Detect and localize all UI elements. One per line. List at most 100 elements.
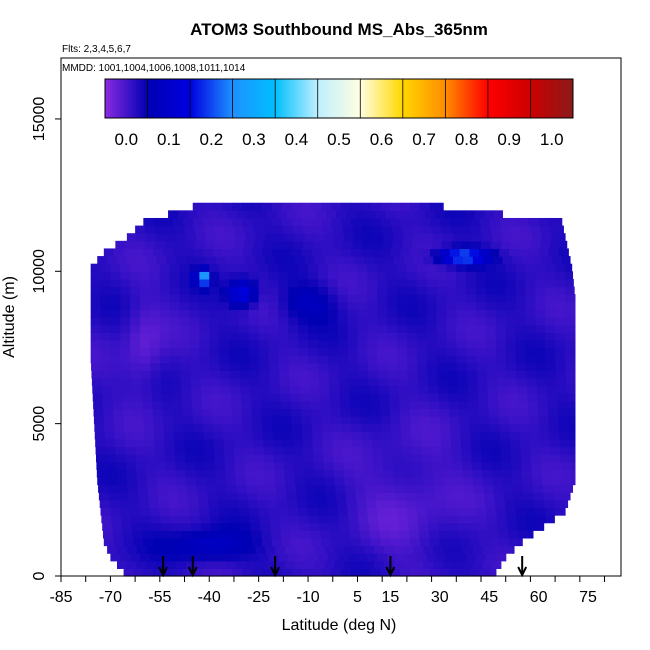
heatmap-cell [238,339,250,349]
heatmap-cell [479,416,490,425]
heatmap-cell [209,286,220,295]
heatmap-cell [317,332,329,341]
heatmap-cell [222,416,233,425]
colorbar-segment [209,79,213,118]
heatmap-cell [114,431,126,440]
heatmap-cell [476,309,487,318]
heatmap-cell [341,568,352,577]
heatmap-cell [316,492,327,501]
heatmap-cell [225,560,237,569]
heatmap-cell [426,507,438,516]
heatmap-cell [555,332,566,341]
heatmap-cell [317,286,329,295]
colorbar-segment [557,79,561,118]
heatmap-cell [545,362,557,371]
colorbar-segment [323,79,327,118]
heatmap-cell [406,553,418,562]
heatmap-cell [357,362,369,371]
heatmap-cell [173,423,184,432]
heatmap-cell [380,568,392,577]
heatmap-cell [240,385,252,394]
heatmap-cell [567,400,576,410]
heatmap-cell [539,438,551,448]
colorbar-segment [430,79,434,118]
colorbar-segment [346,79,350,118]
heatmap-cell [436,553,448,562]
heatmap-cell [375,492,387,501]
heatmap-cell [317,309,329,318]
heatmap-cell [545,286,556,295]
heatmap-cell [565,339,576,349]
heatmap-cell [245,545,256,554]
heatmap-cell [431,446,443,455]
heatmap-cell [176,233,187,242]
colorbar-segment [203,79,207,118]
x-tick-label: -25 [247,589,270,606]
heatmap-cell [411,438,422,448]
heatmap-cell [358,515,369,524]
heatmap-cell [360,202,372,211]
colorbar-segment [362,79,366,118]
heatmap-cell [387,317,398,326]
heatmap-cell [337,347,349,356]
heatmap-cell [535,278,546,288]
heatmap-cell [300,400,312,410]
heatmap-cell [267,499,279,509]
heatmap-cell [350,537,362,547]
heatmap-cell [469,568,480,577]
colorbar-segment [419,79,423,118]
heatmap-cell [555,362,567,371]
heatmap-cell [383,256,395,265]
heatmap-cell [406,355,418,364]
heatmap-cell [221,393,232,402]
colorbar-segment [157,79,161,118]
heatmap-cell [170,515,182,524]
heatmap-cell [359,530,371,539]
heatmap-cell [477,385,489,394]
heatmap-cell [331,202,342,211]
heatmap-cell [229,507,240,516]
heatmap-cell [139,499,150,509]
heatmap-cell [429,416,441,425]
heatmap-cell [142,393,153,402]
heatmap-cell [412,454,423,463]
heatmap-cell [169,278,181,288]
heatmap-cell [189,507,200,516]
heatmap-cell [525,271,536,280]
heatmap-cell [105,454,117,463]
heatmap-cell [503,484,514,493]
heatmap-cell [242,248,253,257]
heatmap-cell [235,469,246,478]
heatmap-cell [479,568,490,577]
heatmap-cell [505,294,517,303]
heatmap-cell [252,248,263,257]
heatmap-cell [501,454,512,463]
heatmap-cell [252,202,263,211]
flight-marker-arrow [385,556,396,578]
colorbar-segment [565,79,569,118]
heatmap-cell [419,530,430,539]
heatmap-cell [501,461,513,470]
heatmap-cell [456,294,467,303]
heatmap-cell [298,286,309,295]
heatmap-cell [98,484,109,493]
heatmap-cell [395,210,406,219]
heatmap-cell [110,317,121,326]
heatmap-cell [489,423,501,432]
heatmap-cell [541,469,553,478]
heatmap-cell [571,469,576,478]
heatmap-cell [268,294,280,303]
heatmap-cell [368,370,379,379]
heatmap-cell [143,537,154,547]
heatmap-cell [518,408,529,417]
heatmap-cell [268,271,280,280]
heatmap-cell [187,210,199,219]
heatmap-cell [261,568,273,577]
heatmap-cell [120,339,131,349]
heatmap-cell [393,560,405,569]
colorbar-segment [567,79,571,118]
heatmap-cell [219,332,230,341]
heatmap-cell [245,560,256,569]
heatmap-cell [405,210,416,219]
heatmap-cell [301,217,312,227]
